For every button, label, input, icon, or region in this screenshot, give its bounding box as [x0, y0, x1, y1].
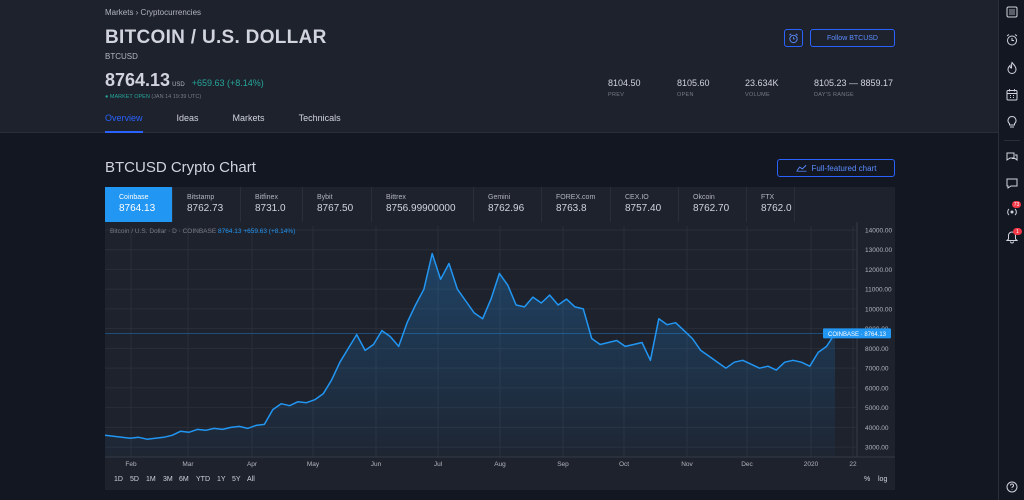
tab-markets[interactable]: Markets — [232, 113, 265, 123]
notification-badge: 1 — [1013, 228, 1022, 235]
legend-price: 8764.13 +659.63 (+8.14%) — [218, 228, 296, 235]
log-scale-toggle[interactable]: log — [878, 476, 888, 483]
timeframe-all[interactable]: All — [247, 476, 255, 483]
chart-line-icon — [795, 164, 807, 172]
page-title: BITCOIN / U.S. DOLLAR — [105, 27, 327, 48]
x-tick-label: Jun — [371, 461, 382, 468]
y-tick-label: 5000.00 — [865, 405, 889, 412]
timeframe-5y[interactable]: 5Y — [232, 476, 241, 483]
exchange-tab-bybit[interactable]: Bybit 8767.50 — [303, 187, 372, 222]
stat-prev: 8104.50 PREV — [608, 78, 641, 98]
alarm-clock-icon[interactable] — [1005, 33, 1019, 47]
y-tick-label: 11000.00 — [865, 287, 892, 294]
watchlist-icon[interactable] — [1005, 5, 1019, 19]
calendar-icon[interactable] — [1005, 88, 1019, 102]
y-tick-label: 3000.00 — [865, 445, 889, 452]
y-tick-label: 12000.00 — [865, 267, 892, 274]
exchange-tab-bittrex[interactable]: Bittrex 8756.99900000 — [372, 187, 474, 222]
x-tick-label: Jul — [434, 461, 443, 468]
timeframe-1d[interactable]: 1D — [114, 476, 123, 483]
breadcrumb[interactable]: Markets › Cryptocurrencies — [105, 8, 202, 17]
right-sidebar: 73 1 — [998, 0, 1024, 500]
x-tick-label: Sep — [557, 461, 569, 468]
price-row: 8764.13 USD +659.63 (+8.14%) — [105, 70, 264, 91]
exchange-tab-coinbase[interactable]: Coinbase 8764.13 — [105, 187, 173, 222]
percent-scale-toggle[interactable]: % — [864, 476, 871, 483]
symbol-tabs: Overview Ideas Markets Technicals — [105, 113, 375, 133]
timeframe-bar: 1D 5D 1M 3M 6M YTD 1Y 5Y All % log — [105, 468, 895, 490]
price-change: +659.63 (+8.14%) — [191, 78, 264, 88]
alarm-clock-icon — [789, 33, 798, 43]
price-chart[interactable]: 3000.00 4000.00 5000.00 6000.00 7000.00 8000.… — [105, 222, 895, 490]
x-tick-label: May — [307, 461, 320, 468]
x-tick-label: Dec — [741, 461, 753, 468]
help-icon[interactable] — [1005, 480, 1019, 494]
y-tick-label: 7000.00 — [865, 366, 889, 373]
notification-badge: 73 — [1012, 201, 1021, 208]
x-tick-label: 2020 — [804, 461, 819, 468]
timeframe-ytd[interactable]: YTD — [196, 476, 210, 483]
section-title: BTCUSD Crypto Chart — [105, 159, 256, 176]
price-currency: USD — [172, 82, 185, 88]
chart-legend: Bitcoin / U.S. Dollar · D · COINBASE 876… — [110, 228, 295, 235]
market-time: (JAN 14 19:39 UTC) — [151, 94, 202, 100]
lightbulb-icon[interactable] — [1005, 115, 1019, 129]
exchange-tab-gemini[interactable]: Gemini 8762.96 — [474, 187, 542, 222]
market-status: ● MARKET OPEN (JAN 14 19:39 UTC) — [105, 94, 201, 100]
sidebar-divider — [1004, 140, 1020, 141]
tab-overview[interactable]: Overview — [105, 113, 143, 133]
last-price: 8764.13 — [105, 70, 171, 90]
timeframe-1m[interactable]: 1M — [146, 476, 156, 483]
price-area-fill — [105, 253, 835, 457]
x-tick-label: Mar — [182, 461, 194, 468]
x-tick-label: Oct — [619, 461, 629, 468]
exchange-tabs: Coinbase 8764.13 Bitstamp 8762.73 Bitfinex… — [105, 187, 895, 222]
y-tick-label: 14000.00 — [865, 227, 892, 234]
full-featured-chart-label: Full-featured chart — [811, 163, 877, 173]
ticker-symbol: BTCUSD — [105, 52, 138, 61]
current-price-tag — [823, 328, 891, 339]
full-featured-chart-button[interactable]: Full-featured chart — [777, 159, 895, 177]
x-tick-label: Feb — [125, 461, 137, 468]
y-tick-label: 4000.00 — [865, 425, 889, 432]
exchange-tab-bitstamp[interactable]: Bitstamp 8762.73 — [173, 187, 241, 222]
legend-symbol: Bitcoin / U.S. Dollar · D · COINBASE — [110, 228, 217, 235]
timeframe-5d[interactable]: 5D — [130, 476, 139, 483]
chat-bubble-icon[interactable] — [1005, 176, 1019, 190]
tab-technicals[interactable]: Technicals — [298, 113, 341, 123]
exchange-tab-bitfinex[interactable]: Bitfinex 8731.0 — [241, 187, 303, 222]
flame-icon[interactable] — [1005, 61, 1019, 75]
price-line-series — [105, 252, 836, 440]
timeframe-3m[interactable]: 3M — [163, 476, 173, 483]
stat-open: 8105.60 OPEN — [677, 78, 710, 98]
stat-volume: 23.634K VOLUME — [745, 78, 779, 98]
current-price-tag-label: COINBASE · 8764.13 — [828, 332, 887, 338]
x-tick-label: Nov — [681, 461, 693, 468]
x-tick-label: Apr — [247, 461, 258, 468]
y-tick-label: 10000.00 — [865, 306, 892, 313]
timeframe-1y[interactable]: 1Y — [217, 476, 226, 483]
exchange-tab-forex[interactable]: FOREX.com 8763.8 — [542, 187, 611, 222]
chart-canvas[interactable]: 3000.00 4000.00 5000.00 6000.00 7000.00 8000.… — [105, 222, 895, 490]
tab-ideas[interactable]: Ideas — [176, 113, 199, 123]
timeframe-6m[interactable]: 6M — [179, 476, 189, 483]
broadcast-icon[interactable] — [1005, 204, 1019, 218]
stat-days-range: 8105.23 — 8859.17 DAY'S RANGE — [814, 78, 894, 98]
x-tick-label: Aug — [494, 461, 506, 468]
y-tick-label: 13000.00 — [865, 247, 892, 254]
follow-button[interactable]: Follow BTCUSD — [810, 29, 895, 47]
chats-icon[interactable] — [1005, 150, 1019, 164]
exchange-tab-cexio[interactable]: CEX.IO 8757.40 — [611, 187, 679, 222]
exchange-tab-okcoin[interactable]: Okcoin 8762.70 — [679, 187, 747, 222]
market-open-indicator: ● MARKET OPEN — [105, 94, 150, 100]
y-tick-label: 8000.00 — [865, 346, 889, 353]
exchange-tab-ftx[interactable]: FTX 8762.0 — [747, 187, 795, 222]
add-alert-button[interactable] — [784, 29, 803, 47]
y-tick-label: 6000.00 — [865, 385, 889, 392]
symbol-header: Markets › Cryptocurrencies BITCOIN / U.S… — [0, 0, 998, 133]
x-tick-label: 22 — [849, 461, 857, 468]
